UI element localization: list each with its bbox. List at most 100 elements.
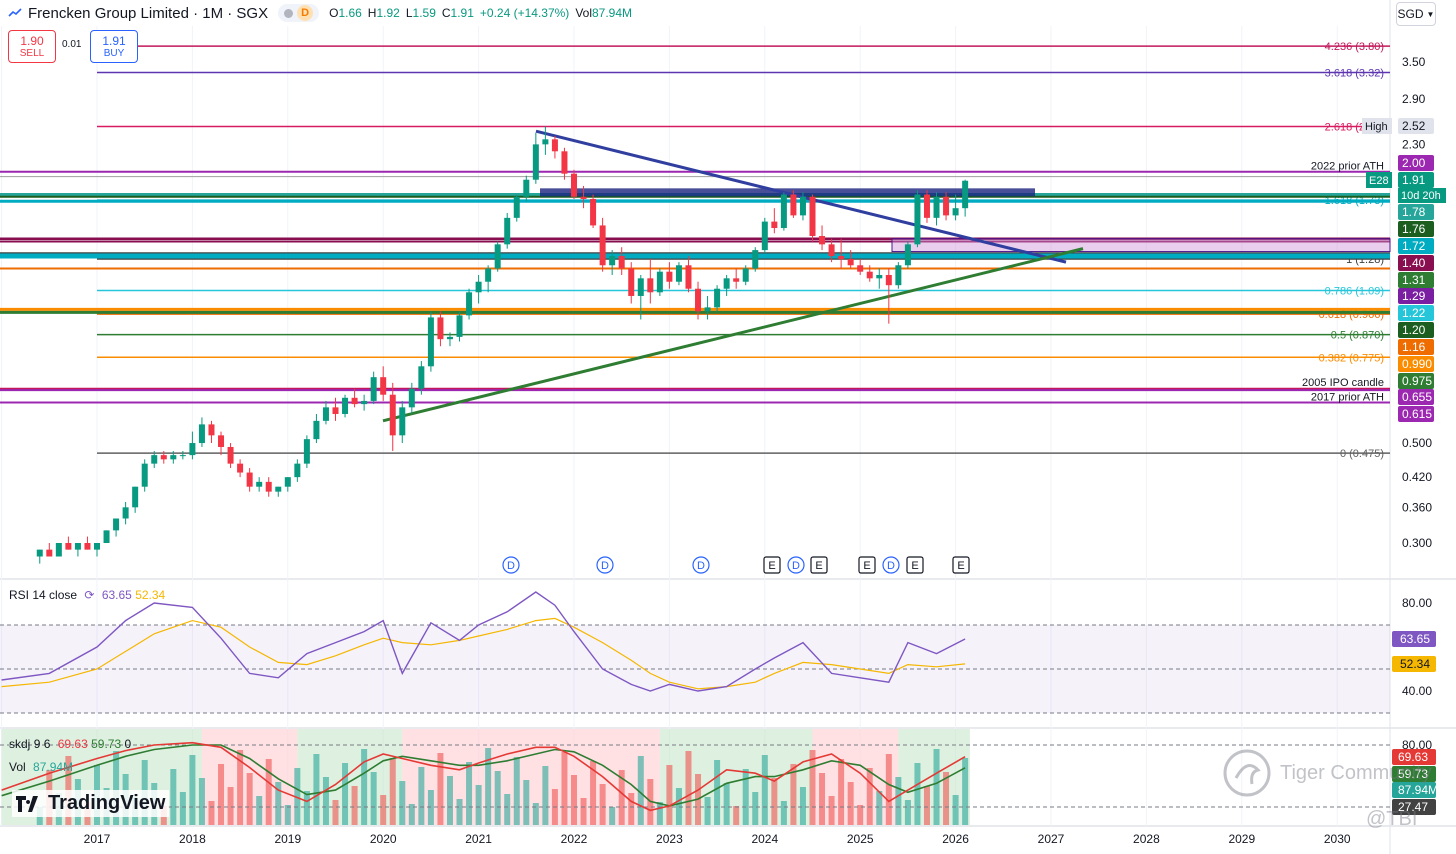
candle-body	[532, 144, 539, 180]
price-tag-label: 0.990	[1402, 357, 1432, 371]
tradingview-logo[interactable]: TradingView	[12, 790, 170, 817]
high-badge-bg	[1362, 118, 1392, 134]
price-tag-bg	[1398, 118, 1434, 134]
volume-bar	[904, 800, 911, 825]
price-tick-label: 0.360	[1402, 500, 1432, 514]
volume-legend-value: 87.94M	[33, 760, 74, 774]
volume-value: 87.94M	[592, 6, 633, 20]
market-status-pill[interactable]: D	[278, 4, 320, 22]
candle-body	[571, 173, 577, 197]
settings-cycle-icon[interactable]: ⟳	[84, 588, 95, 602]
rsi-tick-label: 80.00	[1402, 596, 1432, 610]
event-marker-label: E	[815, 560, 822, 572]
watermark-text: Tiger Community	[1280, 761, 1432, 784]
price-tag-bg	[1398, 238, 1434, 254]
candlestick-series	[36, 126, 969, 564]
candle-body	[819, 236, 826, 245]
candle-body	[895, 265, 902, 286]
candle-body	[790, 194, 797, 216]
watermark-handle: @TBI	[1366, 808, 1418, 830]
skdj-tag-label: 59.73	[1398, 767, 1428, 781]
skdj-legend[interactable]: skdj 9 6 69.63 59.73 0	[9, 737, 131, 751]
candle-body	[256, 481, 263, 487]
candle-body	[656, 271, 663, 293]
candle-body	[46, 549, 53, 557]
candle-body	[704, 307, 711, 312]
rsi-legend[interactable]: RSI 14 close ⟳ 63.65 52.34	[9, 588, 165, 602]
volume-bar	[685, 751, 692, 825]
currency-select[interactable]: SGD ▼	[1396, 2, 1436, 26]
candle-body	[113, 518, 120, 531]
volume-bar	[113, 751, 120, 825]
skdj-tag-bg	[1392, 782, 1436, 798]
volume-bar	[208, 801, 215, 825]
candle-body	[914, 194, 921, 245]
candle-body	[141, 463, 148, 487]
price-tag-label: 1.20	[1402, 323, 1426, 337]
volume-bar	[828, 796, 835, 825]
volume-bar	[370, 772, 377, 825]
year-tick-label: 2024	[751, 832, 778, 846]
year-tick-label: 2020	[370, 832, 397, 846]
fib-level-label: 0.5 (0.870)	[1331, 330, 1384, 342]
skdj-tag-label: 27.47	[1398, 800, 1428, 814]
candle-body	[475, 281, 482, 293]
skdj-d-value: 59.73	[91, 737, 122, 751]
symbol-title[interactable]: Frencken Group Limited · 1M · SGX	[28, 4, 269, 22]
year-tick-label: 2025	[847, 832, 874, 846]
candle-body	[160, 455, 167, 460]
candle-body	[275, 486, 282, 492]
ohlc-open: O1.66	[329, 6, 362, 20]
volume-bar	[838, 759, 845, 825]
candle-body	[342, 397, 349, 414]
fib-level-label: 4.236 (3.80)	[1325, 41, 1384, 53]
countdown-label: 10d 20h	[1401, 190, 1441, 202]
volume-bar	[265, 759, 272, 825]
volume-bar	[475, 785, 482, 825]
candle-body	[647, 278, 654, 293]
volume-bar	[179, 792, 186, 825]
fib-level-label: 0.382 (0.775)	[1319, 352, 1384, 364]
volume-bar	[943, 772, 950, 825]
fib-level-label: 3.618 (3.32)	[1325, 68, 1384, 80]
sell-button[interactable]: 1.90 SELL	[8, 30, 56, 63]
price-tag-label: 0.655	[1402, 390, 1432, 404]
candle-body	[427, 317, 434, 367]
candle-body	[437, 317, 444, 340]
volume-bar	[809, 750, 816, 825]
event-marker-label: D	[507, 560, 515, 572]
candle-body	[246, 472, 253, 487]
skdj-params: 9 6	[33, 737, 51, 751]
price-tick-label: 3.50	[1402, 55, 1426, 69]
volume-bar	[952, 795, 959, 825]
candle-body	[904, 244, 911, 266]
volume-bar	[580, 798, 587, 825]
candle-body	[380, 377, 387, 395]
candle-body	[132, 486, 139, 508]
price-axis[interactable]: 3.50 2.90 2.30 0.500 0.420 0.360 0.300 2.52 2.00…	[1362, 55, 1446, 815]
skdj-tick-label: 80.00	[1402, 738, 1432, 752]
candle-body	[828, 244, 835, 257]
sell-price: 1.90	[20, 34, 44, 48]
candle-body	[561, 151, 568, 174]
event-marker-label: D	[887, 560, 895, 572]
dividend-marker	[596, 556, 614, 574]
candle-body	[370, 377, 377, 401]
ohlc-high: H1.92	[368, 6, 400, 20]
fib-level-label: 0 (0.475)	[1340, 448, 1384, 460]
grid-lines	[1, 26, 1338, 826]
event-marker-label: E	[863, 560, 870, 572]
year-tick-label: 2028	[1133, 832, 1160, 846]
event-marker-label: D	[792, 560, 800, 572]
volume-bar	[599, 784, 606, 825]
earnings-marker	[763, 556, 781, 574]
volume-legend[interactable]: Vol 87.94M	[9, 760, 73, 774]
price-tag-label: 1.91	[1402, 173, 1426, 187]
buy-button[interactable]: 1.91 BUY	[90, 30, 138, 63]
time-axis[interactable]: 2017 2018 2019 2020 2021 2022 2023 2024 2025 2026…	[84, 832, 1351, 846]
volume-bar	[456, 799, 463, 825]
year-tick-label: 2017	[84, 832, 111, 846]
price-tick-label: 0.420	[1402, 470, 1432, 484]
